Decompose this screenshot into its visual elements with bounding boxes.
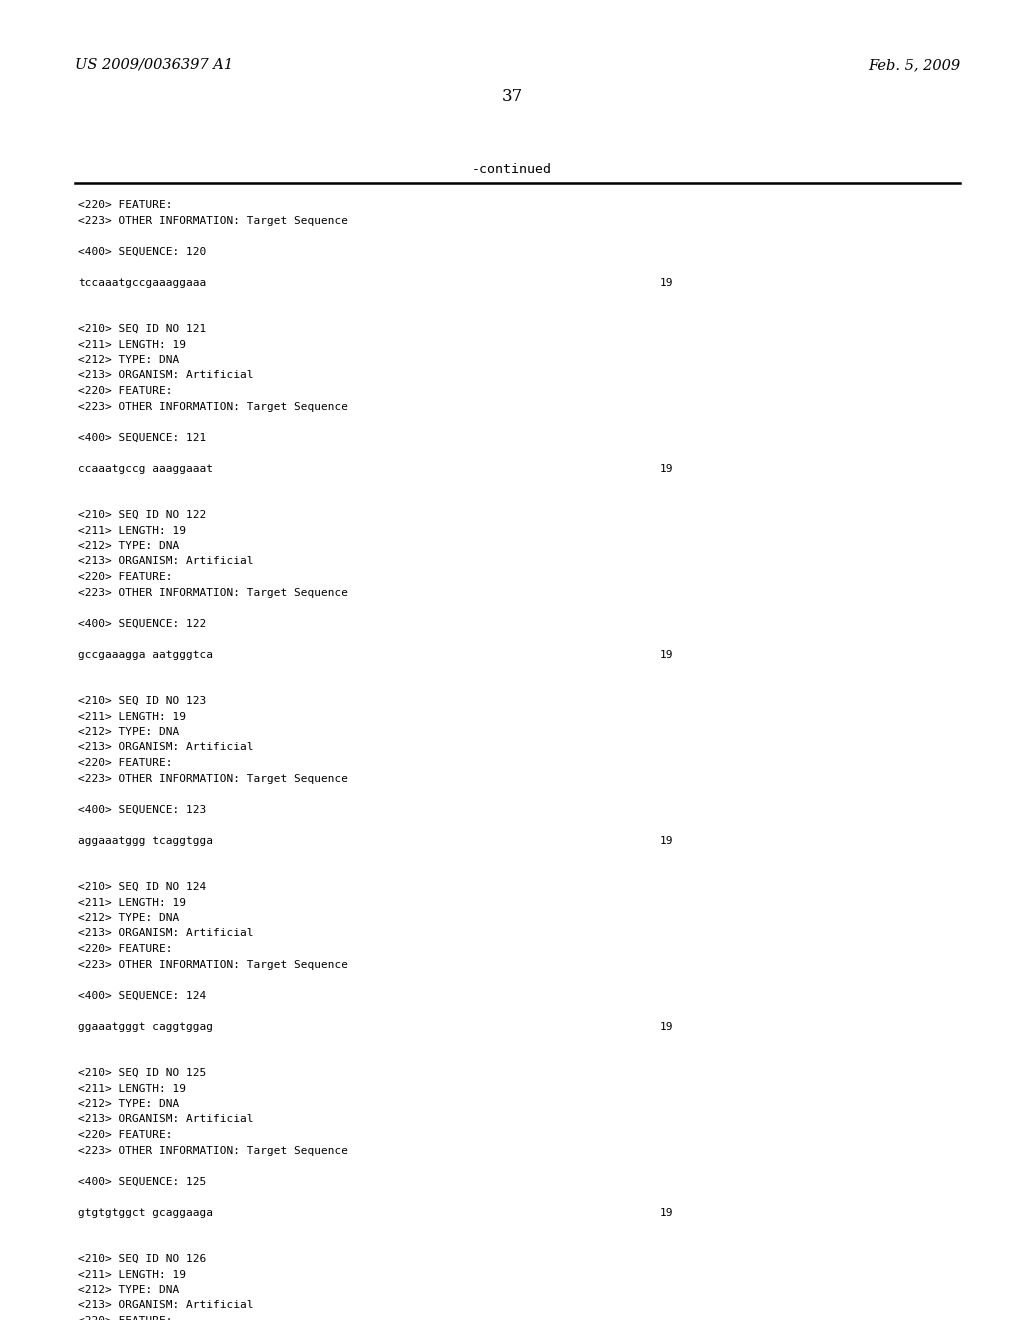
Text: <211> LENGTH: 19: <211> LENGTH: 19 [78,1084,186,1093]
Text: <210> SEQ ID NO 126: <210> SEQ ID NO 126 [78,1254,206,1265]
Text: -continued: -continued [472,162,552,176]
Text: gtgtgtggct gcaggaaga: gtgtgtggct gcaggaaga [78,1208,213,1217]
Text: <213> ORGANISM: Artificial: <213> ORGANISM: Artificial [78,557,254,566]
Text: <210> SEQ ID NO 123: <210> SEQ ID NO 123 [78,696,206,706]
Text: <211> LENGTH: 19: <211> LENGTH: 19 [78,339,186,350]
Text: <220> FEATURE:: <220> FEATURE: [78,944,172,954]
Text: 19: 19 [660,1208,674,1217]
Text: <211> LENGTH: 19: <211> LENGTH: 19 [78,525,186,536]
Text: aggaaatggg tcaggtgga: aggaaatggg tcaggtgga [78,836,213,846]
Text: 19: 19 [660,1022,674,1031]
Text: <400> SEQUENCE: 123: <400> SEQUENCE: 123 [78,804,206,814]
Text: <220> FEATURE:: <220> FEATURE: [78,572,172,582]
Text: <223> OTHER INFORMATION: Target Sequence: <223> OTHER INFORMATION: Target Sequence [78,1146,348,1155]
Text: 19: 19 [660,836,674,846]
Text: 19: 19 [660,649,674,660]
Text: <220> FEATURE:: <220> FEATURE: [78,201,172,210]
Text: 37: 37 [502,88,522,106]
Text: 19: 19 [660,463,674,474]
Text: <220> FEATURE:: <220> FEATURE: [78,385,172,396]
Text: ccaaatgccg aaaggaaat: ccaaatgccg aaaggaaat [78,463,213,474]
Text: <212> TYPE: DNA: <212> TYPE: DNA [78,1284,179,1295]
Text: <211> LENGTH: 19: <211> LENGTH: 19 [78,1270,186,1279]
Text: <210> SEQ ID NO 122: <210> SEQ ID NO 122 [78,510,206,520]
Text: US 2009/0036397 A1: US 2009/0036397 A1 [75,58,233,73]
Text: <212> TYPE: DNA: <212> TYPE: DNA [78,355,179,366]
Text: Feb. 5, 2009: Feb. 5, 2009 [868,58,961,73]
Text: <220> FEATURE:: <220> FEATURE: [78,1130,172,1140]
Text: <400> SEQUENCE: 125: <400> SEQUENCE: 125 [78,1176,206,1187]
Text: <212> TYPE: DNA: <212> TYPE: DNA [78,1100,179,1109]
Text: <220> FEATURE:: <220> FEATURE: [78,1316,172,1320]
Text: <223> OTHER INFORMATION: Target Sequence: <223> OTHER INFORMATION: Target Sequence [78,587,348,598]
Text: <213> ORGANISM: Artificial: <213> ORGANISM: Artificial [78,1300,254,1311]
Text: ggaaatgggt caggtggag: ggaaatgggt caggtggag [78,1022,213,1031]
Text: <211> LENGTH: 19: <211> LENGTH: 19 [78,711,186,722]
Text: <212> TYPE: DNA: <212> TYPE: DNA [78,913,179,923]
Text: <223> OTHER INFORMATION: Target Sequence: <223> OTHER INFORMATION: Target Sequence [78,401,348,412]
Text: tccaaatgccgaaaggaaa: tccaaatgccgaaaggaaa [78,277,206,288]
Text: <400> SEQUENCE: 124: <400> SEQUENCE: 124 [78,990,206,1001]
Text: <213> ORGANISM: Artificial: <213> ORGANISM: Artificial [78,1114,254,1125]
Text: <220> FEATURE:: <220> FEATURE: [78,758,172,768]
Text: <223> OTHER INFORMATION: Target Sequence: <223> OTHER INFORMATION: Target Sequence [78,774,348,784]
Text: <223> OTHER INFORMATION: Target Sequence: <223> OTHER INFORMATION: Target Sequence [78,215,348,226]
Text: <400> SEQUENCE: 120: <400> SEQUENCE: 120 [78,247,206,256]
Text: <213> ORGANISM: Artificial: <213> ORGANISM: Artificial [78,928,254,939]
Text: <212> TYPE: DNA: <212> TYPE: DNA [78,727,179,737]
Text: <223> OTHER INFORMATION: Target Sequence: <223> OTHER INFORMATION: Target Sequence [78,960,348,969]
Text: 19: 19 [660,277,674,288]
Text: gccgaaagga aatgggtca: gccgaaagga aatgggtca [78,649,213,660]
Text: <400> SEQUENCE: 121: <400> SEQUENCE: 121 [78,433,206,442]
Text: <210> SEQ ID NO 121: <210> SEQ ID NO 121 [78,323,206,334]
Text: <210> SEQ ID NO 124: <210> SEQ ID NO 124 [78,882,206,892]
Text: <212> TYPE: DNA: <212> TYPE: DNA [78,541,179,550]
Text: <213> ORGANISM: Artificial: <213> ORGANISM: Artificial [78,742,254,752]
Text: <400> SEQUENCE: 122: <400> SEQUENCE: 122 [78,619,206,628]
Text: <213> ORGANISM: Artificial: <213> ORGANISM: Artificial [78,371,254,380]
Text: <210> SEQ ID NO 125: <210> SEQ ID NO 125 [78,1068,206,1078]
Text: <211> LENGTH: 19: <211> LENGTH: 19 [78,898,186,908]
